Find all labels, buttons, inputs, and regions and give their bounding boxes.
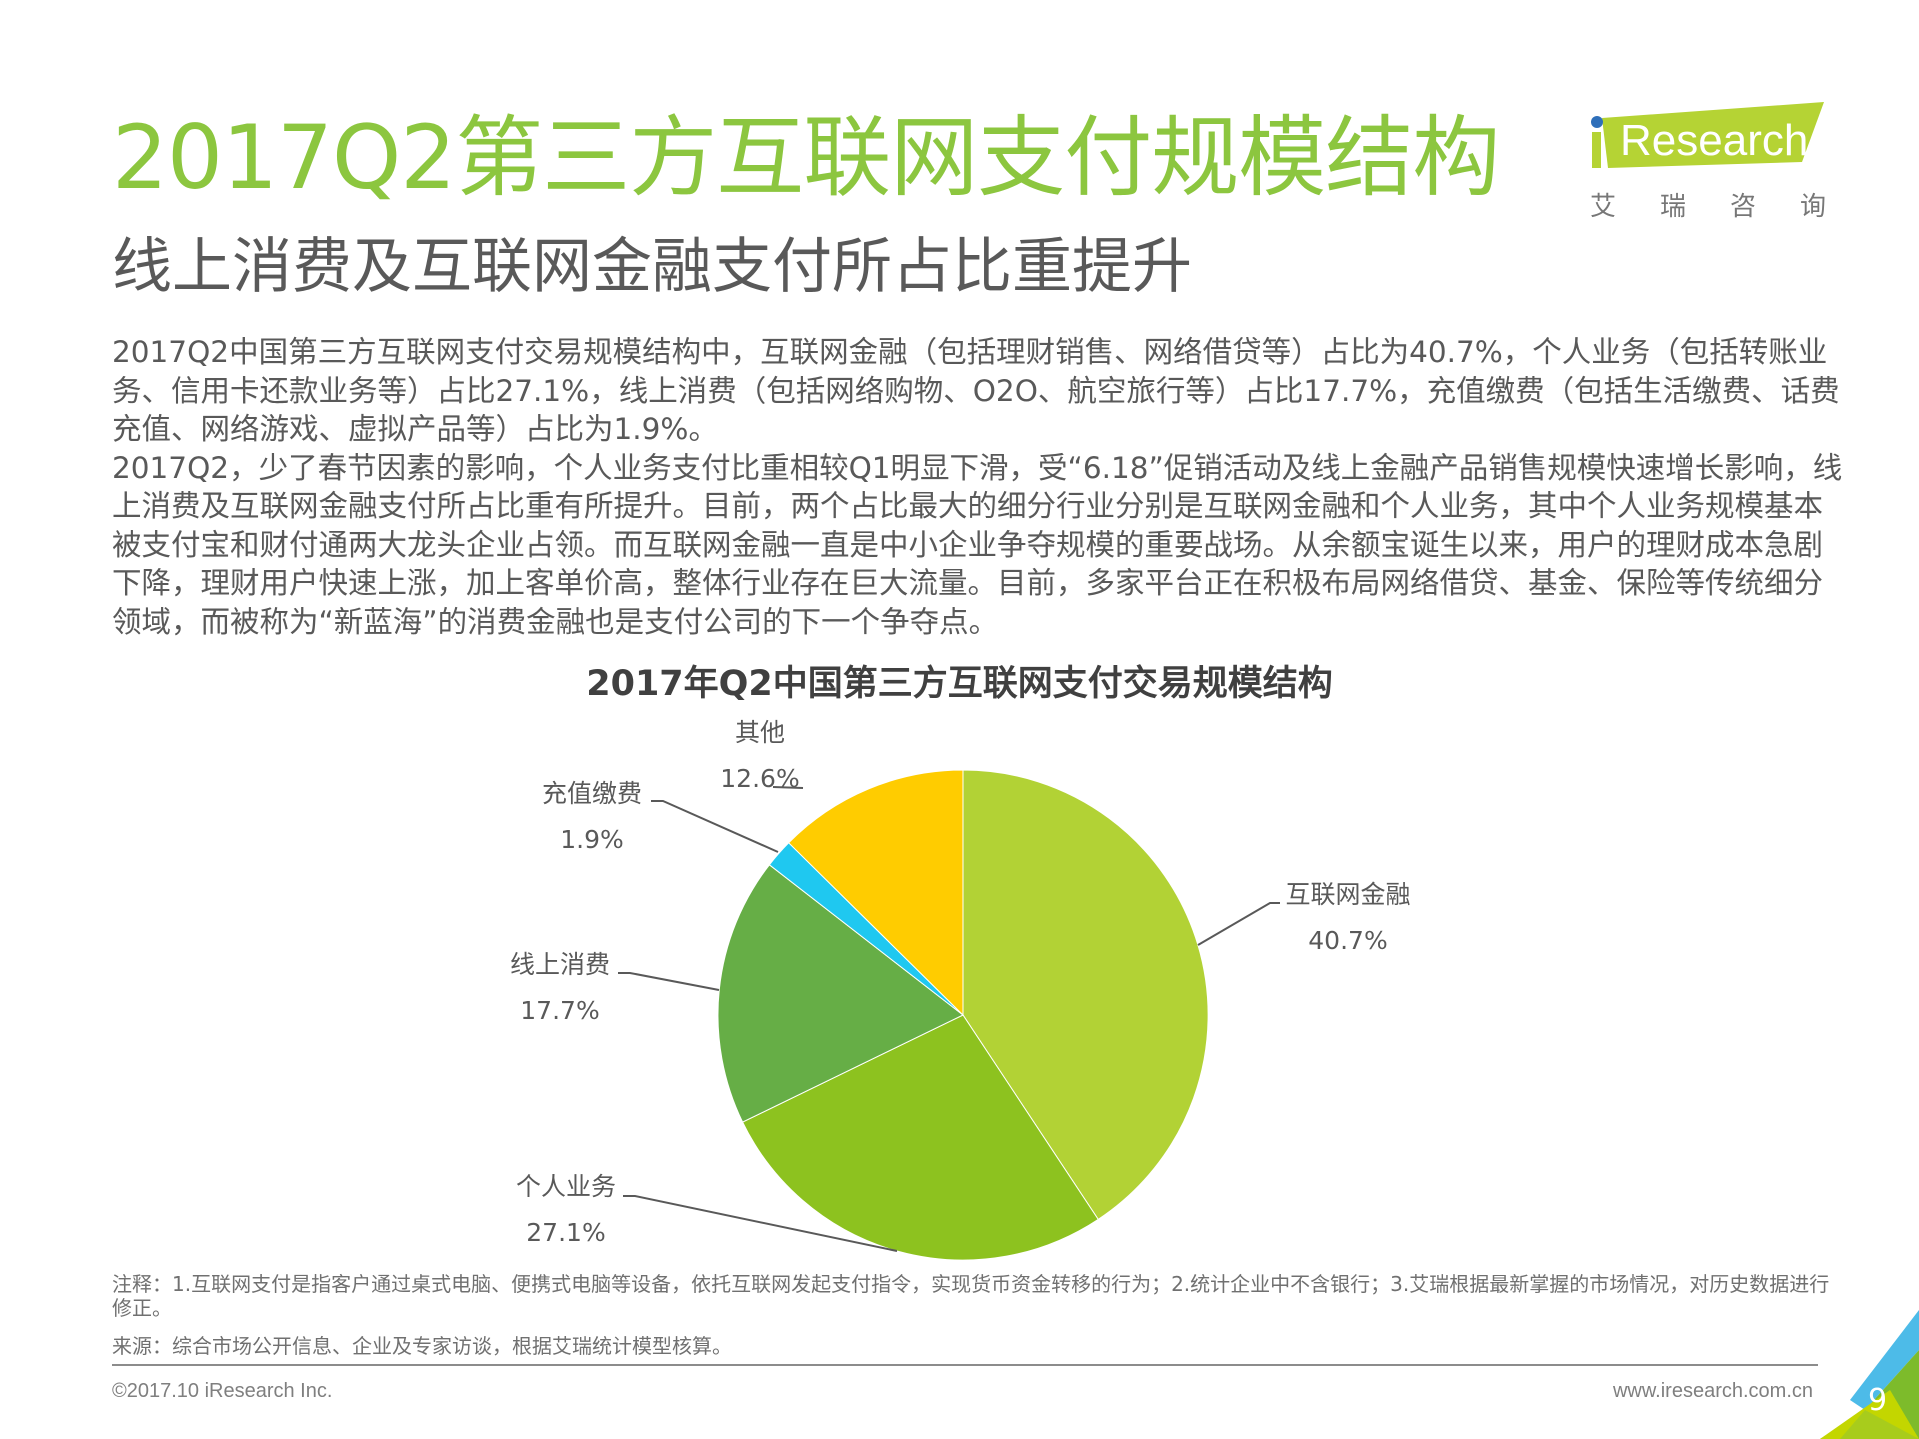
- label-category: 线上消费: [509, 950, 610, 979]
- label-category: 充值缴费: [541, 779, 642, 808]
- slice-other: [787, 769, 964, 1017]
- logo-char: 瑞: [1659, 192, 1686, 222]
- label-other: 其他 12.6%: [700, 718, 820, 794]
- page-title: 2017Q2第三方互联网支付规模结构: [112, 106, 1500, 209]
- label-value: 1.9%: [560, 825, 624, 854]
- label-category: 互联网金融: [1285, 880, 1411, 909]
- leader-line-internet-finance: [1197, 902, 1280, 946]
- label-value: 40.7%: [1308, 926, 1388, 955]
- label-category: 其他: [734, 718, 785, 747]
- label-personal-business: 个人业务 27.1%: [506, 1172, 626, 1248]
- logo-char: 艾: [1590, 192, 1617, 222]
- footnote: 注释：1.互联网支付是指客户通过桌式电脑、便携式电脑等设备，依托互联网发起支付指…: [112, 1272, 1830, 1320]
- logo-chinese-name: 艾 瑞 咨 询: [1590, 186, 1826, 223]
- leader-line-other: [772, 786, 804, 789]
- body-text: 2017Q2中国第三方互联网支付交易规模结构中，互联网金融（包括理财销售、网络借…: [112, 333, 1852, 641]
- slice-online-consumption: [717, 864, 964, 1123]
- label-online-consumption: 线上消费 17.7%: [500, 950, 620, 1026]
- leader-line-online-consumption: [618, 972, 720, 991]
- pie-slices: [717, 769, 1209, 1261]
- label-recharge-payment: 充值缴费 1.9%: [532, 779, 652, 855]
- page-number: 9: [1868, 1383, 1888, 1418]
- leader-line-personal-business: [623, 1195, 898, 1252]
- paragraph: 2017Q2中国第三方互联网支付交易规模结构中，互联网金融（包括理财销售、网络借…: [112, 335, 1840, 446]
- paragraph: 2017Q2，少了春节因素的影响，个人业务支付比重相较Q1明显下滑，受“6.18…: [112, 450, 1843, 639]
- label-category: 个人业务: [515, 1172, 616, 1201]
- leader-line-recharge: [651, 800, 779, 853]
- corner-decoration: [1820, 1310, 1919, 1439]
- copyright: ©2017.10 iResearch Inc.: [112, 1380, 333, 1402]
- website-link[interactable]: www.iresearch.com.cn: [1612, 1380, 1813, 1402]
- page-subtitle: 线上消费及互联网金融支付所占比重提升: [112, 232, 1192, 302]
- logo-char: 询: [1799, 192, 1826, 222]
- label-internet-finance: 互联网金融 40.7%: [1278, 880, 1418, 956]
- source-note: 来源：综合市场公开信息、企业及专家访谈，根据艾瑞统计模型核算。: [112, 1334, 732, 1358]
- leader-lines: [618, 786, 1280, 1252]
- label-value: 12.6%: [720, 764, 800, 793]
- label-value: 17.7%: [520, 996, 600, 1025]
- logo-wordmark: Research: [1620, 116, 1809, 165]
- logo-char: 咨: [1729, 192, 1756, 222]
- footer-divider: [112, 1364, 1818, 1366]
- chart-title: 2017年Q2中国第三方互联网支付交易规模结构: [586, 664, 1333, 704]
- label-value: 27.1%: [526, 1218, 606, 1247]
- slice-personal-business: [741, 1014, 1099, 1261]
- iresearch-logo: [1591, 102, 1824, 168]
